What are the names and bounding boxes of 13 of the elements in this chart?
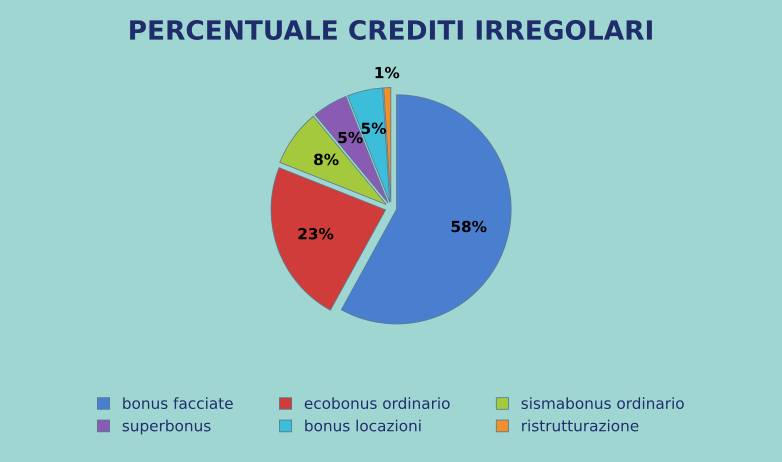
legend-label: bonus facciate [123, 397, 233, 410]
data-label: 8% [314, 154, 339, 166]
data-label: 23% [298, 228, 334, 240]
legend-label: ecobonus ordinario [304, 397, 450, 410]
legend-label: bonus locazioni [305, 420, 421, 432]
chart-title: PERCENTUALE CREDITI IRREGOLARI [130, 20, 652, 40]
data-label: 58% [452, 220, 486, 232]
data-label: 5% [362, 122, 386, 134]
legend-label: superbonus [122, 420, 210, 434]
legend-label: sismabonus ordinario [522, 397, 684, 410]
data-label: 5% [338, 132, 363, 144]
data-label: 1% [376, 66, 400, 78]
legend-label: ristrutturazione [522, 420, 638, 432]
